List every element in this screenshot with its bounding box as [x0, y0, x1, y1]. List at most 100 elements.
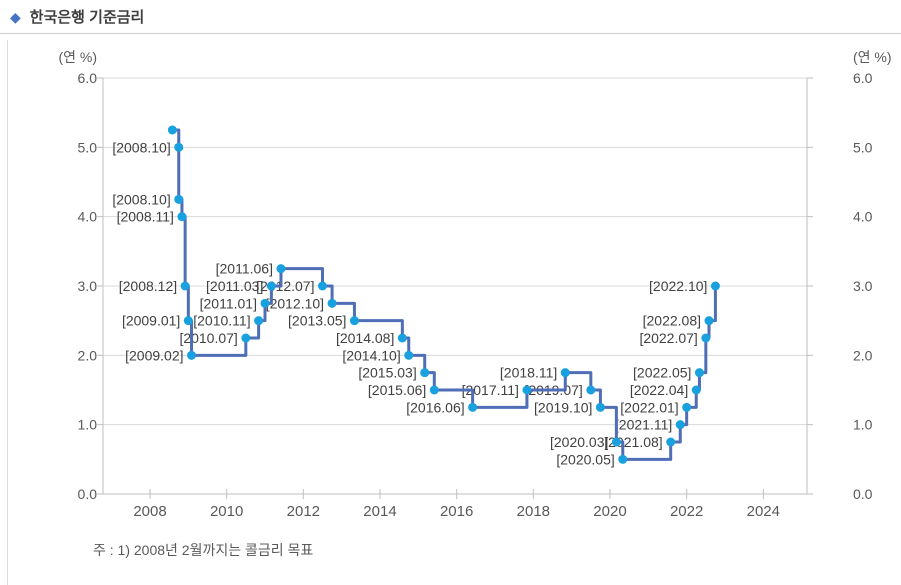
x-tick-label: 2018 [517, 503, 550, 520]
y-axis-unit-left: (연 %) [58, 49, 97, 65]
data-point-marker [704, 316, 714, 326]
data-point-marker [183, 316, 193, 326]
data-point-marker [317, 281, 327, 291]
data-point-marker [327, 298, 337, 308]
data-point-marker [254, 316, 264, 326]
data-point-marker [397, 333, 407, 343]
data-point-marker [429, 385, 439, 395]
y-tick-label-right: 0.0 [853, 486, 873, 502]
data-point-marker [595, 402, 605, 412]
data-point-marker [180, 281, 190, 291]
data-point-label: [2021.08] [604, 434, 662, 450]
page-title: 한국은행 기준금리 [29, 9, 145, 26]
data-point-label: [2012.07] [256, 278, 314, 294]
data-point-marker [468, 402, 478, 412]
data-point-label: [2022.08] [643, 313, 701, 329]
data-point-label: [2020.03] [550, 434, 608, 450]
panel-left-border [7, 40, 8, 585]
x-tick-label: 2012 [287, 503, 320, 520]
x-tick-label: 2020 [593, 503, 626, 520]
data-point-marker [675, 420, 685, 430]
data-point-marker [349, 316, 359, 326]
data-point-label: [2012.10] [266, 295, 324, 311]
data-point-marker [522, 385, 532, 395]
data-point-label: [2015.03] [358, 365, 416, 381]
data-point-marker [666, 437, 676, 447]
data-point-marker [174, 194, 184, 204]
data-point-label: [2018.11] [500, 365, 557, 381]
data-point-marker [260, 298, 270, 308]
y-tick-label-left: 2.0 [78, 347, 98, 363]
x-tick-label: 2014 [363, 503, 396, 520]
y-tick-label-right: 3.0 [853, 278, 873, 294]
footnote: 주 : 1) 2008년 2월까지는 콜금리 목표 [93, 542, 314, 558]
data-point-marker [420, 368, 430, 378]
data-point-label: [2022.10] [649, 278, 707, 294]
y-tick-label-left: 1.0 [78, 417, 98, 433]
data-point-label: [2022.01] [620, 399, 678, 415]
data-point-label: [2015.06] [368, 382, 426, 398]
data-point-label: [2022.07] [639, 330, 697, 346]
chart-title-bar: ◆ 한국은행 기준금리 [10, 6, 144, 27]
data-point-label: [2011.06] [216, 261, 273, 277]
x-tick-label: 2022 [670, 503, 703, 520]
data-point-marker [266, 281, 276, 291]
data-point-marker [611, 437, 621, 447]
x-tick-label: 2016 [440, 503, 473, 520]
y-tick-label-right: 5.0 [853, 139, 873, 155]
data-point-label: [2022.04] [630, 382, 688, 398]
x-tick-label: 2010 [210, 503, 243, 520]
title-separator [0, 33, 901, 34]
data-point-marker [682, 402, 692, 412]
x-tick-label: 2008 [133, 503, 166, 520]
data-point-marker [241, 333, 251, 343]
data-point-label: [2009.01] [122, 313, 180, 329]
data-point-label: [2010.11] [193, 313, 250, 329]
data-point-marker [276, 264, 286, 274]
data-point-marker [701, 333, 711, 343]
data-point-marker [187, 350, 197, 360]
data-point-label: [2020.05] [556, 451, 614, 467]
data-point-marker [586, 385, 596, 395]
y-tick-label-left: 5.0 [78, 139, 98, 155]
diamond-icon: ◆ [10, 8, 21, 25]
y-axis-unit-right: (연 %) [853, 49, 892, 65]
data-point-marker [174, 142, 184, 152]
data-point-marker [177, 212, 187, 222]
data-point-label: [2019.10] [534, 399, 592, 415]
data-point-label: [2010.07] [179, 330, 237, 346]
y-tick-label-right: 4.0 [853, 209, 873, 225]
data-point-marker [560, 368, 570, 378]
data-point-label: [2014.08] [336, 330, 394, 346]
y-tick-label-left: 4.0 [78, 209, 98, 225]
rate-step-line [170, 128, 717, 461]
y-tick-label-right: 1.0 [853, 417, 873, 433]
data-point-marker [694, 368, 704, 378]
y-tick-label-right: 6.0 [853, 70, 873, 86]
data-point-marker [404, 350, 414, 360]
data-point-label: [2017.11] [462, 382, 519, 398]
data-point-label: [2021.11] [615, 417, 672, 433]
data-point-label: [2008.12] [119, 278, 177, 294]
y-tick-label-left: 0.0 [78, 486, 98, 502]
data-point-label: [2008.10] [112, 191, 170, 207]
data-point-label: [2014.10] [342, 347, 400, 363]
data-point-marker [167, 125, 177, 135]
x-tick-label: 2024 [747, 503, 780, 520]
data-point-label: [2016.06] [406, 399, 464, 415]
data-point-marker [710, 281, 720, 291]
y-tick-label-left: 6.0 [78, 70, 98, 86]
data-point-label: [2011.03] [206, 278, 263, 294]
data-point-label: [2009.02] [125, 347, 183, 363]
data-point-label: [2008.11] [117, 209, 174, 225]
y-tick-label-right: 2.0 [853, 347, 873, 363]
data-point-marker [691, 385, 701, 395]
data-point-label: [2022.05] [633, 365, 691, 381]
data-point-label: [2013.05] [288, 313, 346, 329]
data-point-label: [2011.01] [200, 295, 257, 311]
y-tick-label-left: 3.0 [78, 278, 98, 294]
data-point-label: [2008.10] [112, 139, 170, 155]
data-point-marker [618, 454, 628, 464]
